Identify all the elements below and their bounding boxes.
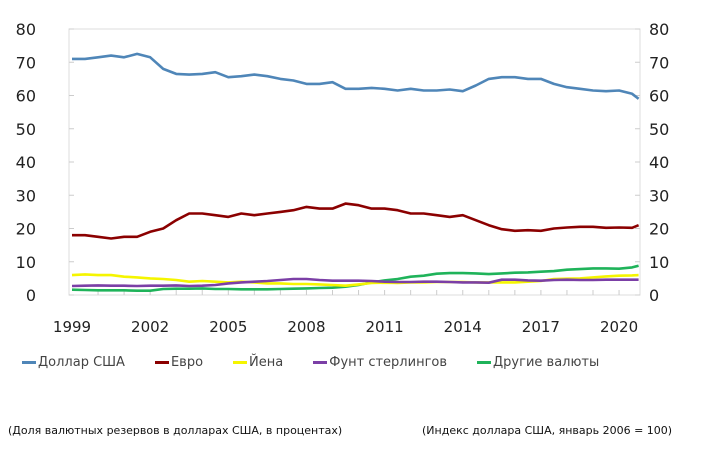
y-tick-label-right: 0 [649, 286, 659, 305]
x-tick-label: 2008 [287, 318, 325, 336]
y-tick-label-right: 80 [649, 20, 669, 39]
legend-swatch [313, 361, 328, 364]
y-tick-label-left: 60 [16, 87, 36, 106]
x-tick-label: 2002 [131, 318, 169, 336]
y-tick-label-right: 20 [649, 220, 669, 239]
right-axis-note: (Индекс доллара США, январь 2006 = 100) [422, 424, 673, 437]
legend-item: Другие валюты [477, 355, 599, 370]
x-tick-label: 2020 [600, 318, 638, 336]
legend: Доллар США Евро Йена Фунт стерлингов Другие … [22, 355, 629, 370]
legend-label: Доллар США [38, 355, 125, 370]
x-tick-label: 2014 [444, 318, 482, 336]
y-tick-label-right: 60 [649, 87, 669, 106]
y-tick-label-left: 80 [16, 20, 36, 39]
legend-item: Доллар США [22, 355, 125, 370]
series-line-1 [72, 202, 640, 240]
y-tick-label-right: 40 [649, 153, 669, 172]
y-tick-label-left: 30 [16, 186, 36, 205]
legend-item: Евро [154, 355, 204, 370]
legend-swatch [22, 361, 36, 364]
y-tick-label-left: 70 [16, 53, 36, 72]
y-tick-label-left: 10 [16, 253, 36, 272]
x-tick-label: 2005 [209, 318, 247, 336]
y-tick-label-right: 70 [649, 53, 669, 72]
y-tick-label-right: 30 [649, 186, 669, 205]
x-tick-label: 2017 [522, 318, 560, 336]
legend-label: Другие валюты [493, 355, 600, 370]
y-tick-label-right: 50 [649, 120, 669, 139]
legend-label: Фунт стерлингов [329, 355, 448, 370]
legend-swatch [233, 361, 248, 364]
x-tick-label: 1999 [53, 318, 91, 336]
left-axis-note: (Доля валютных резервов в долларах США, … [8, 424, 343, 437]
y-tick-label-left: 40 [16, 153, 36, 172]
legend-label: Йена [249, 355, 284, 370]
series-line-3 [71, 277, 639, 288]
y-tick-label-left: 20 [16, 220, 36, 239]
series-line-0 [72, 52, 640, 100]
y-tick-label-right: 10 [649, 253, 669, 272]
y-tick-label-left: 0 [26, 286, 36, 305]
legend-label: Евро [170, 355, 204, 370]
y-tick-label-left: 50 [16, 120, 36, 139]
legend-swatch [154, 361, 169, 364]
legend-item: Фунт стерлингов [313, 355, 447, 370]
legend-item: Йена [233, 355, 283, 370]
plot-area [68, 28, 641, 296]
legend-swatch [477, 361, 492, 364]
x-tick-label: 2011 [366, 318, 404, 336]
